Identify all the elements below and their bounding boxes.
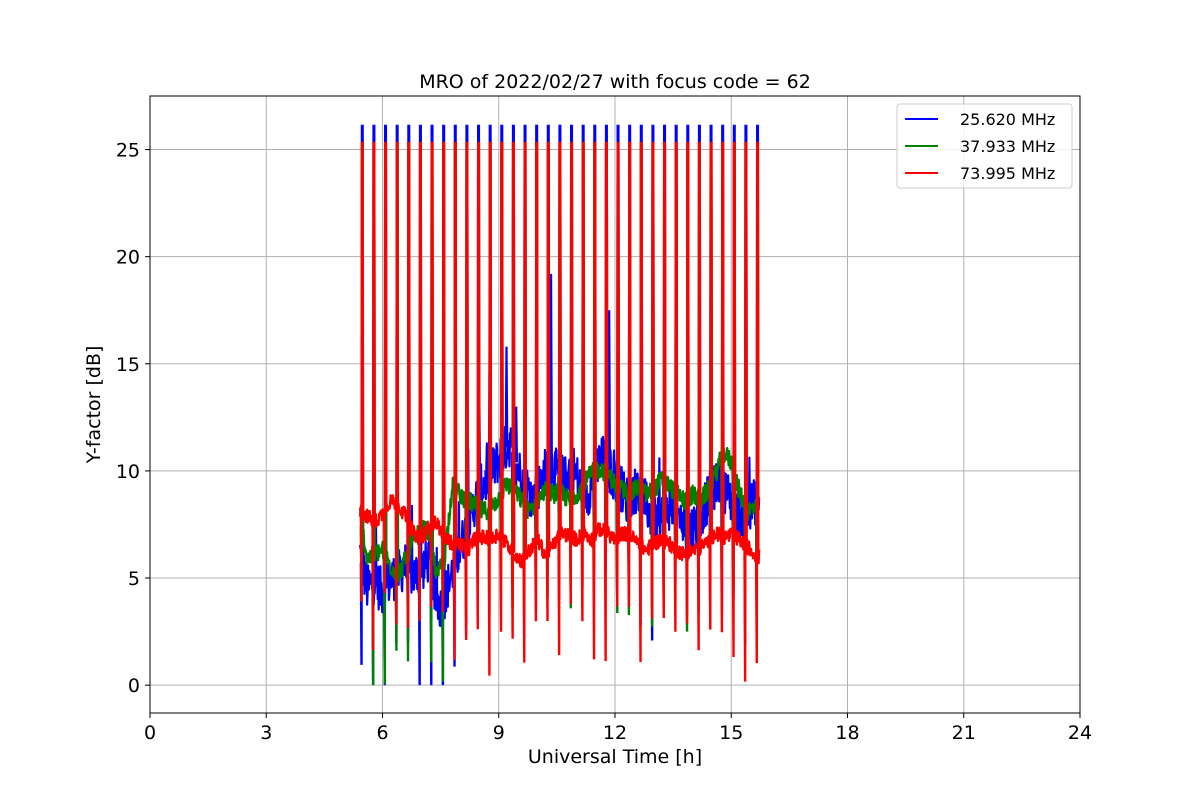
calibration-spike (731, 141, 737, 657)
x-tick-label: 3 (260, 722, 272, 744)
calibration-spike (557, 141, 562, 656)
x-tick-label: 9 (493, 722, 505, 744)
x-tick-label: 15 (719, 722, 743, 744)
calibration-spike (696, 141, 702, 651)
calibration-spike (603, 141, 609, 662)
calibration-spike (394, 141, 400, 625)
y-tick-label: 15 (116, 354, 140, 376)
calibration-spike (534, 141, 539, 622)
series-excursion (607, 310, 612, 470)
calibration-spike (406, 141, 411, 628)
calibration-spike (650, 141, 655, 619)
x-tick-label: 21 (952, 722, 976, 744)
legend-label: 37.933 MHz (960, 137, 1055, 156)
calibration-spike (464, 141, 469, 640)
chart-title: MRO of 2022/02/27 with focus code = 62 (419, 71, 811, 93)
x-tick-label: 12 (603, 722, 627, 744)
calibration-spike (417, 141, 423, 621)
calibration-spike (359, 141, 365, 602)
calibration-spike (580, 141, 586, 622)
legend-items: 25.620 MHz 37.933 MHz 73.995 MHz (905, 110, 1055, 183)
y-tick-label: 25 (116, 140, 140, 162)
x-tick-label: 6 (376, 722, 388, 744)
calibration-spike (720, 141, 725, 633)
series-excursion (549, 273, 553, 466)
calibration-spike (743, 141, 748, 682)
calibration-spike (673, 141, 679, 632)
calibration-spike (510, 141, 516, 639)
calibration-spike (499, 141, 504, 632)
calibration-spike (429, 141, 434, 607)
calibration-spike (382, 141, 388, 594)
calibration-spike (487, 141, 493, 676)
calibration-spike (452, 141, 458, 660)
x-axis-label: Universal Time [h] (528, 746, 702, 768)
y-tick-label: 10 (116, 461, 140, 483)
calibration-spike (627, 141, 632, 607)
calibration-spike (754, 141, 760, 664)
y-axis-label: Y-factor [dB] (83, 346, 105, 465)
calibration-spike (661, 141, 667, 618)
series-excursion (514, 406, 519, 463)
calibration-spike (371, 141, 376, 650)
series-excursion (504, 346, 509, 448)
calibration-spike (545, 141, 551, 621)
calibration-spike (615, 141, 620, 607)
calibration-spike (592, 141, 597, 660)
calibration-spike (475, 141, 481, 630)
calibration-spike (568, 141, 574, 604)
y-tick-label: 20 (116, 247, 140, 269)
x-tick-label: 0 (144, 722, 156, 744)
legend: 25.620 MHz 37.933 MHz 73.995 MHz (896, 103, 1073, 189)
calibration-spike (441, 141, 446, 612)
plot-area (358, 124, 761, 686)
series-73995 (358, 141, 761, 682)
legend-label: 73.995 MHz (960, 164, 1055, 183)
calibration-spike (522, 141, 527, 663)
calibration-spike (638, 141, 644, 663)
x-tick-label: 18 (835, 722, 859, 744)
calibration-spike (708, 141, 713, 630)
legend-box (896, 103, 1073, 189)
calibration-spike (685, 141, 690, 624)
legend-label: 25.620 MHz (960, 110, 1055, 129)
x-tick-label: 24 (1068, 722, 1092, 744)
axis-ticks: 0 3 6 9 12 15 18 21 24 0 5 10 15 20 25 (116, 140, 1092, 744)
y-tick-label: 5 (128, 568, 140, 590)
y-tick-label: 0 (128, 675, 140, 697)
